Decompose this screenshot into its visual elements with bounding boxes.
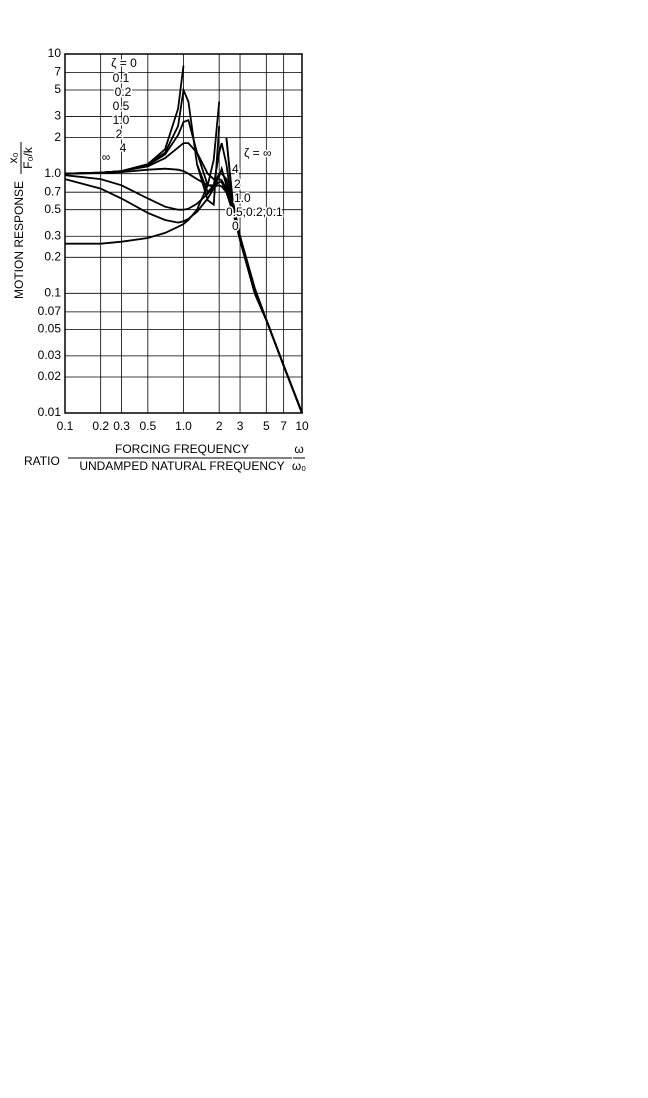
legend-label: 4 xyxy=(120,141,127,155)
legend-label: 1.0 xyxy=(113,113,130,127)
x-tick-label: 0.1 xyxy=(57,419,74,433)
annotation: 4 xyxy=(232,162,239,176)
y-tick-label: 0.3 xyxy=(44,228,61,242)
x-tick-label: 0.3 xyxy=(113,419,130,433)
series-line xyxy=(65,101,303,414)
x-tick-label: 1.0 xyxy=(175,419,192,433)
x-tick-label: 3 xyxy=(237,419,244,433)
annotation: 2 xyxy=(234,177,241,191)
x-tick-label: 10 xyxy=(295,419,309,433)
y-tick-label: 0.05 xyxy=(38,322,62,336)
y-tick-label: 0.03 xyxy=(38,348,62,362)
y-tick-label: 0.07 xyxy=(38,304,62,318)
y-tick-label: 5 xyxy=(54,82,61,96)
x-label-prefix: RATIO xyxy=(24,454,60,468)
y-tick-label: 0.5 xyxy=(44,202,61,216)
annotation: ζ = ∞ xyxy=(244,146,272,160)
y-label-numerator: x₀ xyxy=(6,152,20,163)
y-tick-label: 10 xyxy=(48,46,62,60)
x-tick-label: 7 xyxy=(280,419,287,433)
y-tick-label: 0.1 xyxy=(44,286,61,300)
y-label: MOTION RESPONSE xyxy=(12,181,26,299)
annotation: 0 xyxy=(232,219,239,233)
x-tick-label: 2 xyxy=(216,419,223,433)
legend-label: 2 xyxy=(116,127,123,141)
y-tick-label: 7 xyxy=(54,65,61,79)
y-tick-label: 0.2 xyxy=(44,249,61,263)
x-label-denominator: UNDAMPED NATURAL FREQUENCY xyxy=(79,459,284,473)
y-tick-label: 0.01 xyxy=(38,405,62,419)
series-line xyxy=(64,165,303,414)
x-tick-label: 0.2 xyxy=(92,419,109,433)
y-tick-label: 2 xyxy=(54,130,61,144)
x-tick-label: 5 xyxy=(263,419,270,433)
annotation: 0.5,0.2,0.1 xyxy=(226,205,283,219)
x-symbol-numerator: ω xyxy=(294,442,303,456)
y-axis-title: MOTION RESPONSE x₀ F₀/k xyxy=(6,142,35,299)
y-tick-label: 1.0 xyxy=(44,166,61,180)
legend-label: 0.2 xyxy=(115,85,132,99)
legend-label: 0.5 xyxy=(113,99,130,113)
legend-label: 0.1 xyxy=(113,71,130,85)
y-tick-label: 0.02 xyxy=(38,369,62,383)
legend-label: ζ = 0 xyxy=(111,56,137,70)
y-tick-label: 3 xyxy=(54,109,61,123)
annotation: 1.0 xyxy=(234,191,251,205)
x-symbol-denominator: ω₀ xyxy=(292,459,306,473)
y-tick-label: 0.7 xyxy=(44,184,61,198)
x-tick-label: 0.5 xyxy=(139,419,156,433)
x-label-numerator: FORCING FREQUENCY xyxy=(115,442,249,456)
y-label-denominator: F₀/k xyxy=(21,146,35,169)
legend-label: ∞ xyxy=(102,150,111,164)
